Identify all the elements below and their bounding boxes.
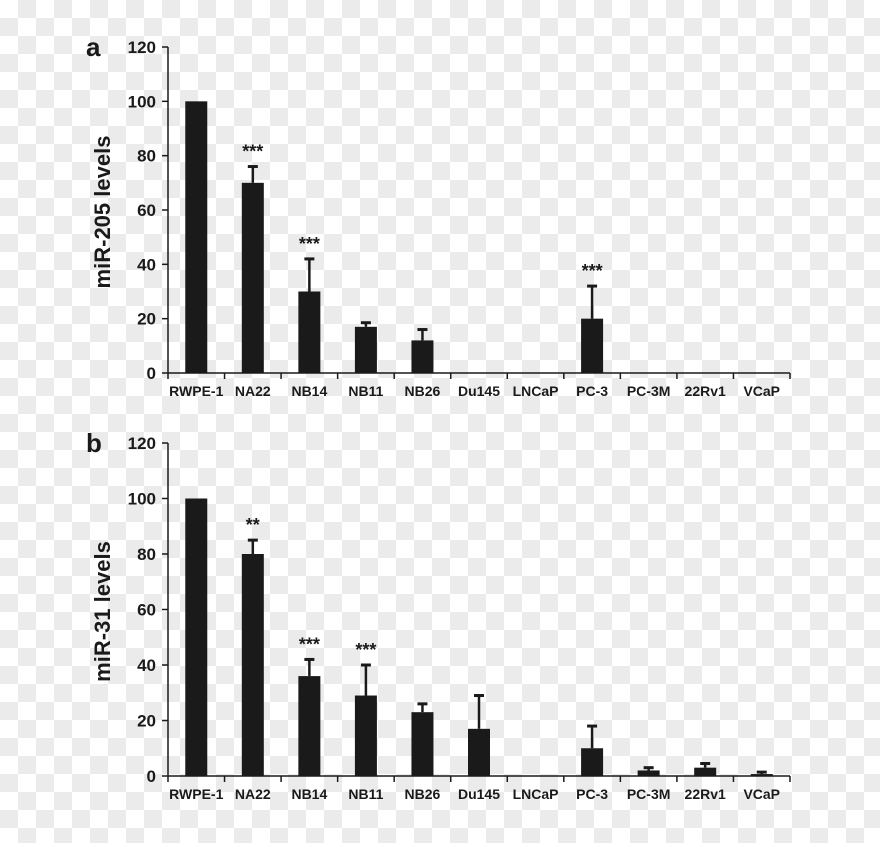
x-tick-label: RWPE-1 [169,786,223,802]
bar-VCaP [750,774,773,776]
bar-RWPE-1 [185,498,208,776]
bar-NA22 [241,182,264,373]
significance-label: *** [355,640,376,660]
bar-PC-3 [581,748,604,776]
x-tick-label: VCaP [743,383,780,399]
x-tick-label: NB26 [405,786,441,802]
panel-label: a [86,32,101,62]
x-tick-label: LNCaP [513,786,559,802]
y-tick-label: 20 [137,712,156,731]
x-tick-label: PC-3M [627,786,671,802]
y-tick-label: 80 [137,545,156,564]
x-tick-label: 22Rv1 [685,786,726,802]
x-tick-label: VCaP [743,786,780,802]
x-tick-label: 22Rv1 [685,383,726,399]
x-tick-label: PC-3M [627,383,671,399]
x-tick-label: NB14 [291,786,327,802]
y-tick-label: 0 [147,767,156,786]
x-tick-label: NA22 [235,786,271,802]
y-axis-label: miR-205 levels [90,136,115,289]
bar-NB26 [411,340,434,373]
x-tick-label: PC-3 [576,786,608,802]
y-tick-label: 120 [128,434,156,453]
y-tick-label: 120 [128,38,156,57]
y-tick-label: 0 [147,364,156,383]
bar-Du145 [468,728,490,776]
bar-NB14 [298,676,321,776]
bar-NB11 [354,326,377,373]
x-tick-label: NA22 [235,383,271,399]
panel-label: b [86,428,102,458]
x-tick-label: NB11 [348,383,383,399]
x-tick-label: NB11 [348,786,383,802]
bar-NA22 [241,554,264,776]
bar-NB14 [298,291,321,373]
y-tick-label: 80 [137,147,156,166]
bar-PC-3M [637,770,660,776]
significance-label: *** [299,634,320,654]
significance-label: *** [242,142,263,162]
x-tick-label: Du145 [458,383,500,399]
x-tick-label: LNCaP [513,383,559,399]
y-tick-label: 60 [137,601,156,620]
bar-RWPE-1 [185,101,208,373]
bar-NB11 [354,695,377,776]
x-tick-label: NB14 [291,383,327,399]
y-tick-label: 60 [137,201,156,220]
y-tick-label: 100 [128,490,156,509]
bar-22Rv1 [694,767,717,776]
x-tick-label: PC-3 [576,383,608,399]
bar-NB26 [411,712,434,776]
y-tick-label: 40 [137,255,156,274]
bar-PC-3 [581,318,604,373]
x-tick-label: RWPE-1 [169,383,223,399]
y-tick-label: 100 [128,92,156,111]
significance-label: ** [246,515,260,535]
significance-label: *** [582,261,603,281]
significance-label: *** [299,234,320,254]
y-axis-label: miR-31 levels [90,541,115,682]
y-tick-label: 20 [137,310,156,329]
x-tick-label: NB26 [405,383,441,399]
x-tick-label: Du145 [458,786,500,802]
y-tick-label: 40 [137,656,156,675]
